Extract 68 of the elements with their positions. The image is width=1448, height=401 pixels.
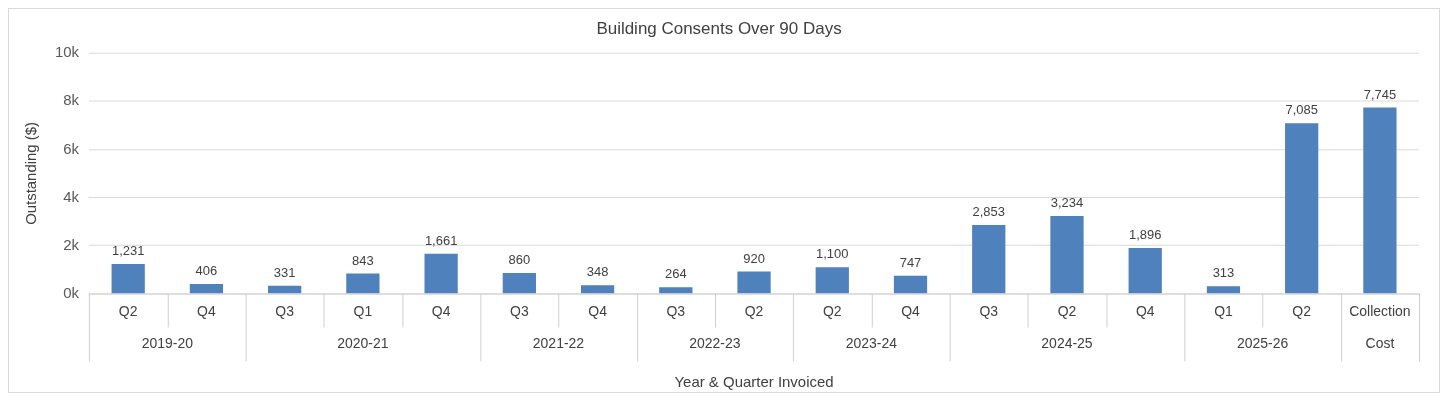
category-label: Q4 bbox=[1135, 302, 1155, 319]
category-label: 2019-20 bbox=[141, 335, 193, 352]
data-label: 348 bbox=[586, 264, 609, 280]
bar bbox=[111, 264, 145, 294]
data-label: 331 bbox=[273, 264, 296, 280]
category-label: Q3 bbox=[666, 302, 686, 319]
bar bbox=[424, 253, 458, 294]
data-label: 1,231 bbox=[111, 243, 145, 259]
y-tick-label: 10k bbox=[54, 43, 80, 61]
category-label: Q2 bbox=[1057, 302, 1077, 319]
data-label: 2,853 bbox=[972, 204, 1005, 220]
category-label: Q4 bbox=[197, 302, 216, 319]
data-label: 7,745 bbox=[1363, 86, 1397, 102]
bar bbox=[1128, 248, 1162, 294]
category-label: 2024-25 bbox=[1041, 335, 1093, 352]
bar bbox=[972, 225, 1006, 294]
y-tick-label: 2k bbox=[63, 235, 80, 253]
x-axis-title: Year & Quarter Invoiced bbox=[674, 373, 834, 391]
data-label: 7,085 bbox=[1285, 102, 1318, 118]
category-label: Q4 bbox=[431, 302, 451, 319]
data-label: 313 bbox=[1212, 265, 1235, 281]
data-label: 843 bbox=[352, 252, 374, 268]
data-label: 406 bbox=[195, 263, 218, 279]
category-label: 2023-24 bbox=[845, 335, 898, 352]
bar bbox=[268, 285, 302, 294]
data-label: 920 bbox=[743, 250, 765, 266]
category-label: Q2 bbox=[118, 302, 138, 319]
chart-title: Building Consents Over 90 Days bbox=[596, 18, 842, 38]
bar bbox=[189, 283, 224, 294]
bar bbox=[815, 267, 849, 294]
bar bbox=[1363, 107, 1397, 294]
bar bbox=[580, 285, 615, 294]
data-label: 860 bbox=[508, 252, 531, 268]
bar bbox=[659, 287, 693, 294]
category-label: 2021-22 bbox=[532, 335, 585, 352]
category-label: Q2 bbox=[744, 302, 764, 319]
category-label: Cost bbox=[1365, 335, 1395, 352]
y-axis-title: Outstanding ($) bbox=[22, 122, 40, 225]
y-tick-label: 6k bbox=[63, 139, 80, 157]
bar bbox=[502, 273, 536, 294]
bar bbox=[893, 275, 928, 294]
category-label: 2022-23 bbox=[689, 335, 741, 352]
bar bbox=[1285, 123, 1319, 294]
category-label: Q2 bbox=[822, 302, 842, 319]
category-label: Q1 bbox=[353, 302, 373, 319]
category-label: Q3 bbox=[510, 302, 529, 319]
data-label: 1,661 bbox=[424, 232, 458, 248]
category-label: 2020-21 bbox=[337, 335, 389, 352]
data-label: 747 bbox=[899, 254, 922, 270]
bar bbox=[1206, 286, 1241, 294]
y-tick-label: 8k bbox=[63, 91, 80, 109]
category-label: Q3 bbox=[979, 302, 999, 319]
data-label: 3,234 bbox=[1050, 195, 1084, 211]
category-label: Collection bbox=[1349, 302, 1411, 319]
y-tick-label: 4k bbox=[63, 187, 80, 205]
category-label: 2025-26 bbox=[1236, 335, 1289, 352]
bar bbox=[737, 271, 771, 294]
category-label: Q4 bbox=[588, 302, 607, 319]
data-label: 1,100 bbox=[816, 246, 849, 262]
y-tick-label: 0k bbox=[63, 283, 80, 301]
bar bbox=[346, 273, 380, 294]
data-label: 1,896 bbox=[1128, 227, 1162, 243]
category-label: Q1 bbox=[1214, 302, 1233, 319]
category-label: Q2 bbox=[1292, 302, 1311, 319]
category-label: Q3 bbox=[275, 302, 294, 319]
bar bbox=[1050, 215, 1084, 294]
data-label: 264 bbox=[665, 266, 687, 282]
category-label: Q4 bbox=[901, 302, 920, 319]
